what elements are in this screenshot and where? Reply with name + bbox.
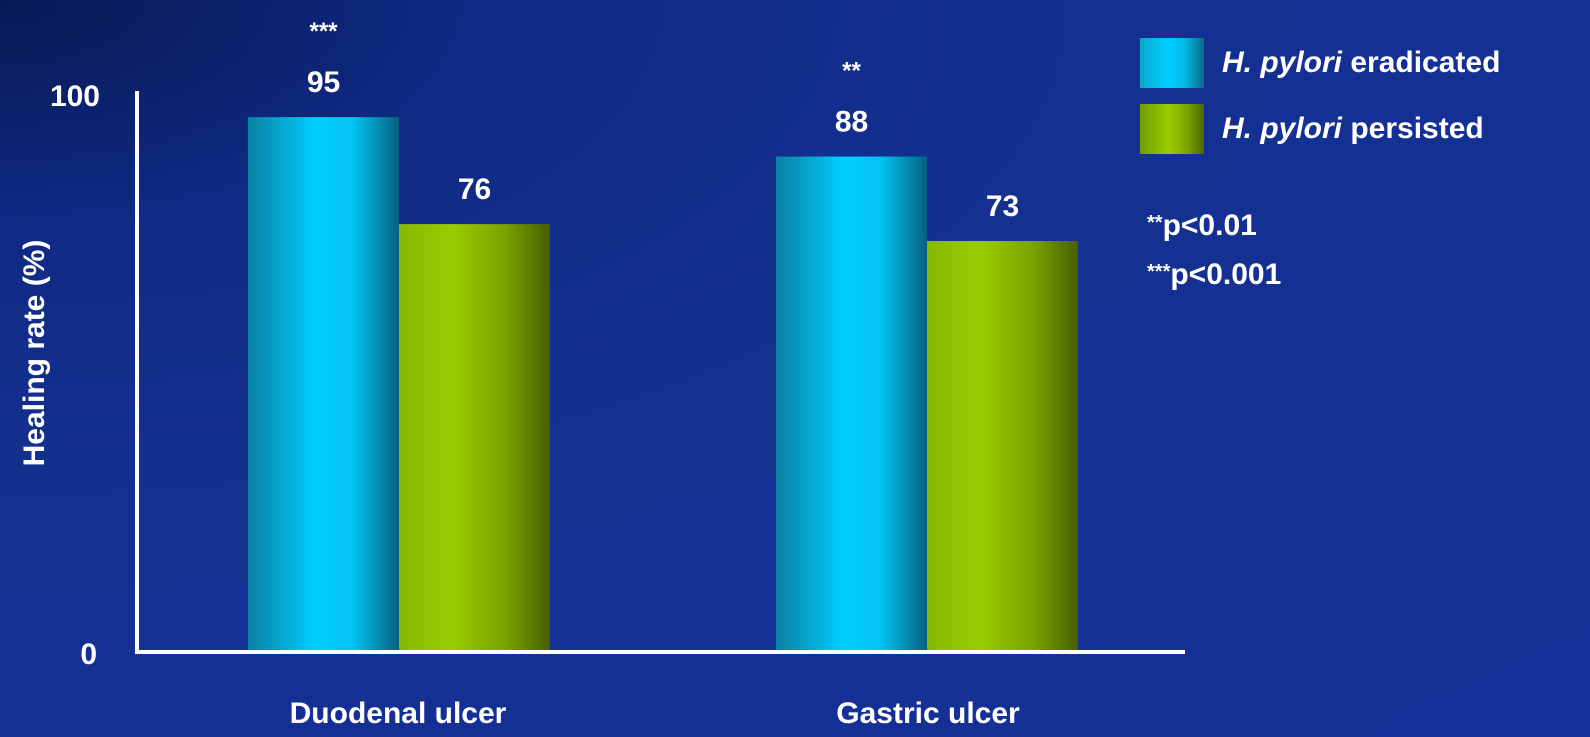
significance-note-p001: **p<0.01 (1147, 209, 1257, 242)
legend-label-eradicated: H. pylori eradicated (1222, 46, 1501, 79)
data-label-duodenal-ulcer-h-pylori-eradicated: 95 (307, 66, 340, 99)
data-label-duodenal-ulcer-h-pylori-persisted: 76 (458, 173, 491, 206)
bar-duodenal-ulcer-h-pylori-persisted (399, 224, 550, 652)
category-label-gastric-ulcer: Gastric ulcer (836, 697, 1020, 730)
legend-item-eradicated: H. pylori eradicated (1140, 38, 1580, 88)
y-tick-max: 100 (50, 80, 100, 113)
category-label-duodenal-ulcer: Duodenal ulcer (290, 697, 507, 730)
legend-label-persisted: H. pylori persisted (1222, 112, 1484, 145)
significance-marker-duodenal-ulcer: *** (309, 18, 338, 45)
legend-item-persisted: H. pylori persisted (1140, 104, 1580, 154)
data-label-gastric-ulcer-h-pylori-eradicated: 88 (835, 106, 868, 139)
bar-duodenal-ulcer-h-pylori-eradicated (248, 117, 399, 652)
significance-marker-gastric-ulcer: ** (842, 58, 861, 85)
significance-note-p0001: ***p<0.001 (1147, 258, 1282, 291)
legend-swatch-eradicated (1140, 38, 1204, 88)
y-tick-min: 0 (80, 638, 97, 671)
bar-gastric-ulcer-h-pylori-persisted (927, 241, 1078, 652)
bar-gastric-ulcer-h-pylori-eradicated (776, 156, 927, 652)
y-axis-label: Healing rate (%) (18, 240, 51, 467)
significance-notes: **p<0.01 ***p<0.001 (1147, 200, 1281, 298)
legend: H. pylori eradicated H. pylori persisted (1140, 38, 1580, 170)
legend-swatch-persisted (1140, 104, 1204, 154)
data-label-gastric-ulcer-h-pylori-persisted: 73 (986, 190, 1019, 223)
